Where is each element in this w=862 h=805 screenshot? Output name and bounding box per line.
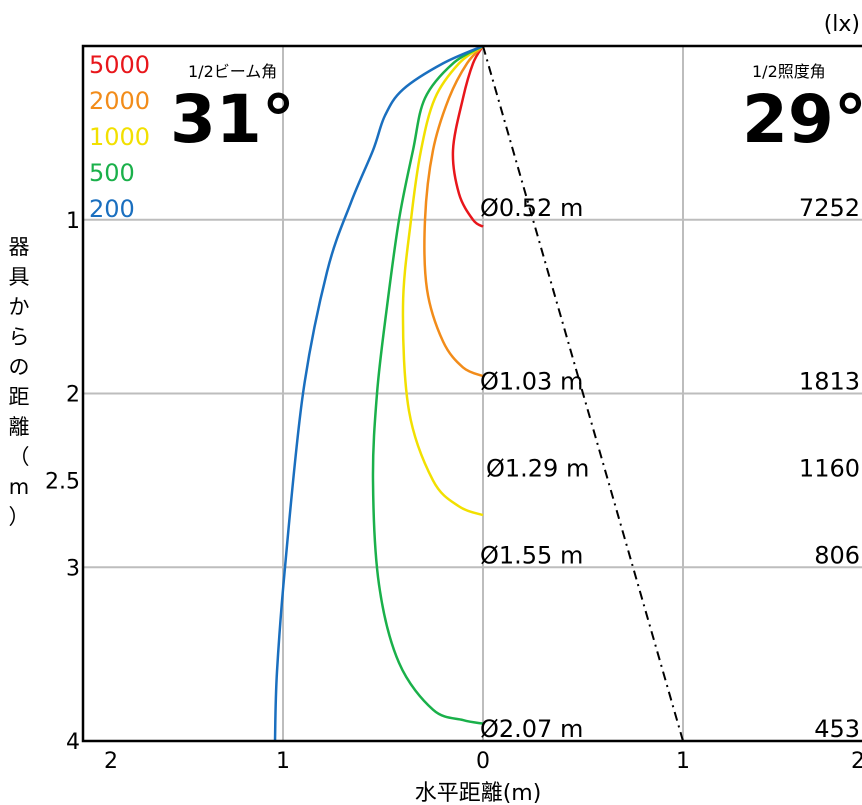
- x-tick-label: 2: [851, 749, 862, 774]
- lux-labels: 7252 1813 1160 806 453: [799, 194, 860, 743]
- diameter-label: Ø2.07 m: [480, 715, 583, 743]
- y-axis-label-char: 器: [8, 235, 30, 259]
- x-tick-label: 0: [476, 749, 490, 774]
- y-tick-label: 4: [66, 730, 80, 755]
- y-axis-label-char: 具: [8, 265, 30, 289]
- x-tick-label: 1: [676, 749, 690, 774]
- diameter-labels: Ø0.52 m Ø1.03 m Ø1.29 m Ø1.55 m Ø2.07 m: [480, 194, 589, 743]
- diameter-label: Ø1.55 m: [480, 541, 583, 569]
- isolux-curve-200: [273, 44, 484, 742]
- legend: 5000 2000 1000 500 200: [89, 51, 150, 223]
- chart-labels: (lx) 1/2ビーム角 31° 1/2照度角 29° 水平距離(m): [170, 12, 862, 805]
- beam-angle-line: [482, 45, 684, 742]
- y-tick-labels: 1 2 2.5 3 4: [45, 209, 80, 755]
- legend-entry-1000: 1000: [89, 123, 150, 151]
- diameter-label: Ø1.29 m: [486, 454, 589, 482]
- unit-label: (lx): [824, 12, 860, 37]
- x-axis-label: 水平距離(m): [415, 781, 542, 805]
- y-tick-label: 2: [66, 383, 80, 408]
- y-axis-label-char: ）: [8, 505, 30, 529]
- legend-entry-500: 500: [89, 159, 135, 187]
- y-axis-label-char: 距: [8, 385, 30, 409]
- legend-entry-5000: 5000: [89, 51, 150, 79]
- legend-entry-2000: 2000: [89, 87, 150, 115]
- y-axis-label-char: m: [8, 475, 30, 499]
- y-axis-label: 器具からの距離 （ m ）: [2, 232, 36, 532]
- diameter-label: Ø1.03 m: [480, 368, 583, 396]
- x-tick-labels: 2 1 0 1 2: [104, 749, 862, 774]
- grid: [83, 46, 862, 741]
- y-axis-label-char: か: [8, 295, 30, 319]
- x-tick-label: 1: [276, 749, 290, 774]
- beam-line: [482, 45, 684, 742]
- y-axis-label-char: の: [8, 355, 30, 379]
- lux-label: 806: [814, 541, 860, 569]
- plot-frame: [81, 44, 862, 743]
- lux-label: 453: [814, 715, 860, 743]
- beam-angle-value: 31°: [170, 81, 295, 158]
- diameter-label: Ø0.52 m: [480, 194, 583, 222]
- y-axis-label-char: 離: [8, 415, 30, 439]
- y-axis-label-char: （: [8, 445, 30, 469]
- y-tick-label: 3: [66, 556, 80, 581]
- isolux-curve-2000: [423, 45, 484, 378]
- lux-label: 1160: [799, 454, 860, 482]
- beam-angle-label: 1/2ビーム角: [188, 62, 277, 81]
- field-angle-label: 1/2照度角: [752, 62, 826, 81]
- legend-entry-200: 200: [89, 195, 135, 223]
- lux-label: 7252: [799, 194, 860, 222]
- isolux-curve-500: [371, 44, 484, 725]
- y-tick-label: 1: [66, 209, 80, 234]
- y-tick-label: 2.5: [45, 469, 80, 494]
- isolux-curve-5000: [451, 45, 485, 228]
- x-tick-label: 2: [104, 749, 118, 774]
- isolux-curve-1000: [401, 44, 484, 517]
- lux-label: 1813: [799, 368, 860, 396]
- y-axis-label-char: ら: [8, 325, 30, 349]
- field-angle-value: 29°: [742, 81, 862, 158]
- isolux-curves: [273, 44, 485, 742]
